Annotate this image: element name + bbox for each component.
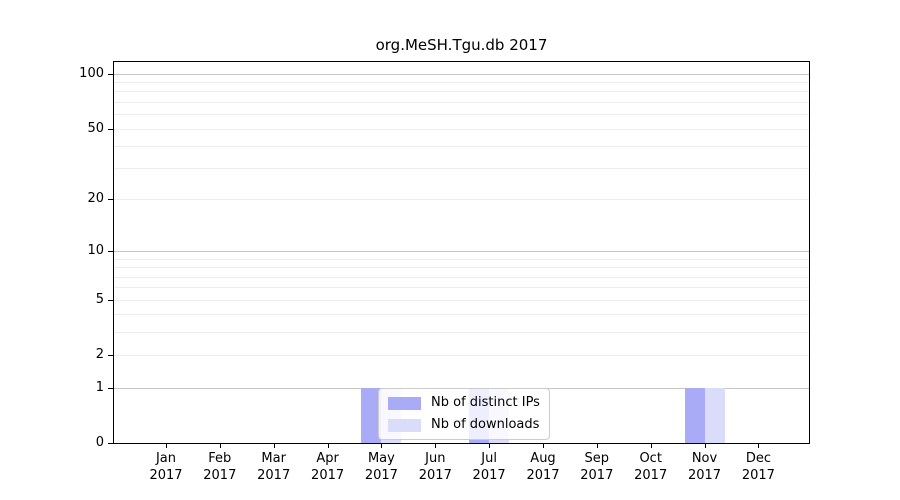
gridline-y-40 xyxy=(114,145,809,147)
x-tick-label-mar: Mar 2017 xyxy=(238,450,310,484)
x-tick-year: 2017 xyxy=(741,468,775,483)
legend-entry-distinct-ips: Nb of distinct IPs xyxy=(388,394,540,412)
x-tick-mark-aug xyxy=(543,444,544,448)
x-tick-month: Jun xyxy=(425,451,446,466)
gridline-y-10 xyxy=(114,251,809,253)
x-tick-month: Oct xyxy=(639,451,662,466)
x-tick-month: Jul xyxy=(481,451,497,466)
x-tick-year: 2017 xyxy=(311,468,345,483)
y-tick-mark-2 xyxy=(108,355,113,357)
x-tick-year: 2017 xyxy=(203,468,237,483)
gridline-y-3 xyxy=(114,332,809,334)
y-tick-label-0: 0 xyxy=(95,435,104,450)
gridline-y-90 xyxy=(114,82,809,84)
gridline-y-20 xyxy=(114,199,809,201)
x-tick-month: Sep xyxy=(584,451,610,466)
y-tick-label-1: 1 xyxy=(95,379,104,395)
x-tick-label-feb: Feb 2017 xyxy=(184,450,256,484)
gridline-y-100 xyxy=(114,73,809,75)
x-tick-year: 2017 xyxy=(634,468,668,483)
x-tick-month: Jan xyxy=(155,451,177,466)
gridline-y-70 xyxy=(114,102,809,103)
legend-swatch-downloads xyxy=(388,418,421,432)
y-tick-mark-20 xyxy=(108,199,113,201)
gridline-y-8 xyxy=(114,267,809,269)
y-tick-label-10: 10 xyxy=(87,243,104,259)
gridline-y-4 xyxy=(114,314,809,316)
legend-label-downloads: Nb of downloads xyxy=(431,417,540,432)
y-tick-mark-10 xyxy=(108,251,113,253)
x-tick-mark-dec xyxy=(758,444,760,448)
x-tick-label-oct: Oct 2017 xyxy=(615,450,687,484)
x-tick-mark-sep xyxy=(596,444,598,448)
gridline-y-9 xyxy=(114,258,809,260)
y-tick-mark-5 xyxy=(108,299,113,301)
x-tick-month: Apr xyxy=(316,451,339,466)
chart-title: org.MeSH.Tgu.db 2017 xyxy=(375,36,548,54)
x-tick-year: 2017 xyxy=(472,468,506,483)
gridline-y-60 xyxy=(114,114,809,116)
x-tick-label-jan: Jan 2017 xyxy=(130,450,202,484)
x-tick-label-jul: Jul 2017 xyxy=(453,450,525,484)
x-tick-year: 2017 xyxy=(149,468,183,483)
y-tick-label-5: 5 xyxy=(95,291,104,307)
x-tick-label-nov: Nov 2017 xyxy=(669,450,741,484)
x-tick-year: 2017 xyxy=(526,468,560,483)
x-tick-month: Dec xyxy=(745,451,771,466)
x-tick-year: 2017 xyxy=(580,468,614,483)
y-tick-label-100: 100 xyxy=(79,65,104,81)
legend-label-distinct-ips: Nb of distinct IPs xyxy=(431,395,540,410)
y-tick-label-20: 20 xyxy=(87,191,104,207)
x-tick-year: 2017 xyxy=(687,468,722,483)
x-tick-mark-jun xyxy=(435,444,437,448)
gridline-y-80 xyxy=(114,91,809,93)
gridline-y-5 xyxy=(114,299,809,301)
x-tick-label-apr: Apr 2017 xyxy=(292,450,364,484)
x-tick-label-aug: Aug 2017 xyxy=(507,450,579,484)
gridline-y-6 xyxy=(114,287,809,289)
plot-area: Nb of distinct IPs Nb of downloads xyxy=(113,61,810,444)
x-tick-year: 2017 xyxy=(418,468,452,483)
gridline-y-30 xyxy=(114,168,809,170)
x-tick-year: 2017 xyxy=(257,468,291,483)
y-tick-label-50: 50 xyxy=(87,120,104,136)
bar-downloads-nov xyxy=(704,387,725,443)
gridline-y-50 xyxy=(114,128,809,130)
x-tick-mark-apr xyxy=(327,444,329,448)
x-tick-mark-mar xyxy=(273,444,275,448)
x-tick-mark-jan xyxy=(166,444,167,448)
x-tick-mark-oct xyxy=(650,444,652,448)
x-tick-month: Aug xyxy=(530,451,556,466)
gridline-y-7 xyxy=(114,276,809,278)
x-tick-month: Nov xyxy=(691,451,718,466)
y-tick-label-2: 2 xyxy=(95,347,104,363)
x-tick-label-sep: Sep 2017 xyxy=(561,450,633,484)
x-tick-mark-nov xyxy=(704,444,706,448)
y-tick-mark-50 xyxy=(108,128,113,130)
gridline-y-2 xyxy=(114,355,809,357)
x-tick-month: May xyxy=(367,451,395,466)
legend-entry-downloads: Nb of downloads xyxy=(388,416,540,434)
x-tick-label-may: May 2017 xyxy=(345,450,417,484)
legend-swatch-distinct-ips xyxy=(388,396,421,410)
bar-distinct-ips-nov xyxy=(684,387,705,443)
x-tick-year: 2017 xyxy=(364,468,398,483)
legend: Nb of distinct IPs Nb of downloads xyxy=(378,388,550,440)
bar-distinct-ips-may xyxy=(361,387,382,443)
x-tick-mark-jul xyxy=(489,444,491,448)
x-tick-label-dec: Dec 2017 xyxy=(722,450,794,484)
y-tick-mark-100 xyxy=(108,73,113,75)
y-tick-mark-0 xyxy=(108,443,113,444)
y-tick-mark-1 xyxy=(108,387,113,389)
x-tick-mark-feb xyxy=(219,444,221,448)
x-tick-month: Mar xyxy=(261,451,286,466)
x-tick-month: Feb xyxy=(208,451,232,466)
x-tick-label-jun: Jun 2017 xyxy=(399,450,471,484)
x-tick-mark-may xyxy=(381,444,383,448)
